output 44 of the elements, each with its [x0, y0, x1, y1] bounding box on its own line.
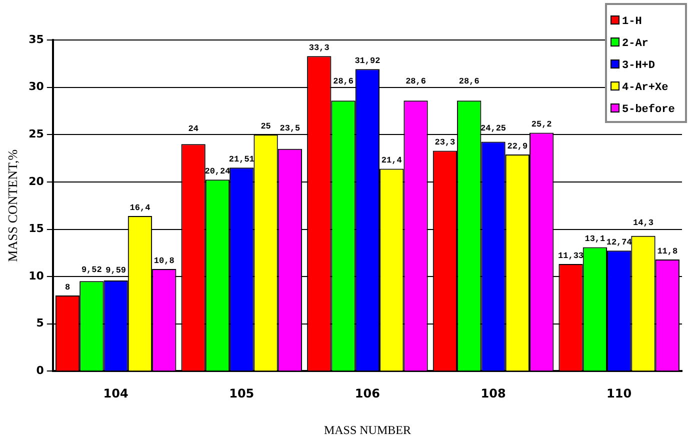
y-tick-label: 10 [28, 269, 44, 282]
data-label: 11,8 [657, 246, 678, 256]
data-label: 23,5 [280, 124, 300, 134]
y-tick-label: 20 [28, 174, 44, 188]
data-label: 13,1 [584, 234, 606, 244]
x-tick-label: 104 [103, 386, 128, 401]
y-tick-label: 5 [36, 316, 44, 330]
data-label: 22,9 [507, 141, 528, 152]
data-label: 8 [64, 282, 70, 292]
data-label: 23,3 [434, 138, 456, 148]
data-label: 9,59 [106, 265, 126, 276]
data-label: 21,4 [381, 156, 402, 166]
y-axis-title: MASS CONTENT,% [5, 149, 20, 262]
y-tick-label: 35 [28, 32, 44, 46]
data-label: 16,4 [130, 202, 150, 213]
data-label: 25,2 [531, 120, 552, 130]
x-axis-title: MASS NUMBER [324, 422, 411, 437]
data-label: 11,33 [558, 250, 584, 261]
data-label: 31,92 [354, 56, 380, 66]
legend-label: 1-H [622, 16, 642, 28]
data-label: 24,25 [480, 124, 506, 134]
legend-label: 3-H+D [622, 60, 656, 72]
data-label: 14,3 [633, 218, 654, 228]
x-tick-label: 105 [229, 386, 254, 401]
legend-label: 2-Ar [622, 38, 648, 50]
data-label: 28,6 [406, 76, 426, 86]
y-tick-label: 30 [28, 80, 44, 94]
data-label: 28,6 [333, 76, 354, 86]
y-tick-label: 0 [36, 364, 44, 378]
data-label: 33,3 [308, 42, 330, 53]
legend-label: 4-Ar+Xe [622, 82, 669, 94]
y-tick-label: 15 [28, 222, 44, 236]
x-tick-label: 110 [606, 386, 632, 401]
x-tick-label: 108 [480, 386, 506, 401]
y-tick-label: 25 [28, 127, 44, 140]
data-label: 21,51 [228, 154, 254, 165]
x-tick-label: 106 [354, 386, 380, 401]
data-label: 24 [188, 124, 198, 134]
data-label: 25 [260, 122, 271, 132]
data-label: 10,8 [154, 256, 174, 266]
legend-label: 5-before [622, 102, 676, 116]
data-label: 9,52 [81, 265, 102, 276]
data-label: 12,74 [606, 238, 632, 248]
data-label: 28,6 [458, 76, 480, 86]
